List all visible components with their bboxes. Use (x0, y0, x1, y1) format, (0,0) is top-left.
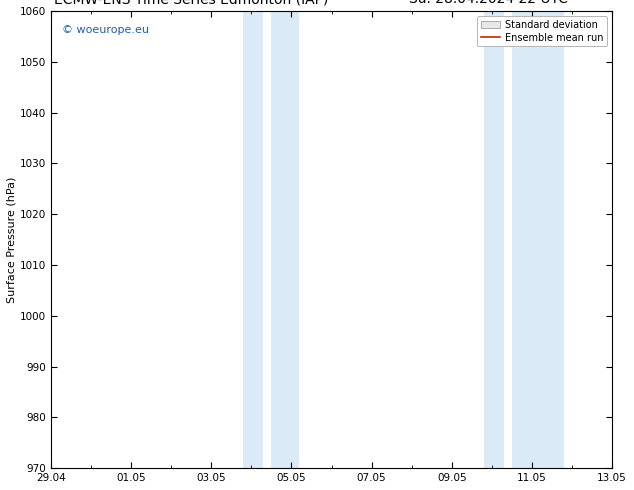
Text: ECMW-ENS Time Series Edmonton (IAP): ECMW-ENS Time Series Edmonton (IAP) (54, 0, 328, 6)
Bar (512, 11, 564, 468)
Bar (484, 11, 504, 468)
Text: © woeurope.eu: © woeurope.eu (62, 24, 149, 35)
Bar (271, 11, 299, 468)
Y-axis label: Surface Pressure (hPa): Surface Pressure (hPa) (7, 176, 17, 303)
Bar (243, 11, 263, 468)
Legend: Standard deviation, Ensemble mean run: Standard deviation, Ensemble mean run (477, 16, 607, 47)
Text: Su. 28.04.2024 22 UTC: Su. 28.04.2024 22 UTC (409, 0, 568, 6)
